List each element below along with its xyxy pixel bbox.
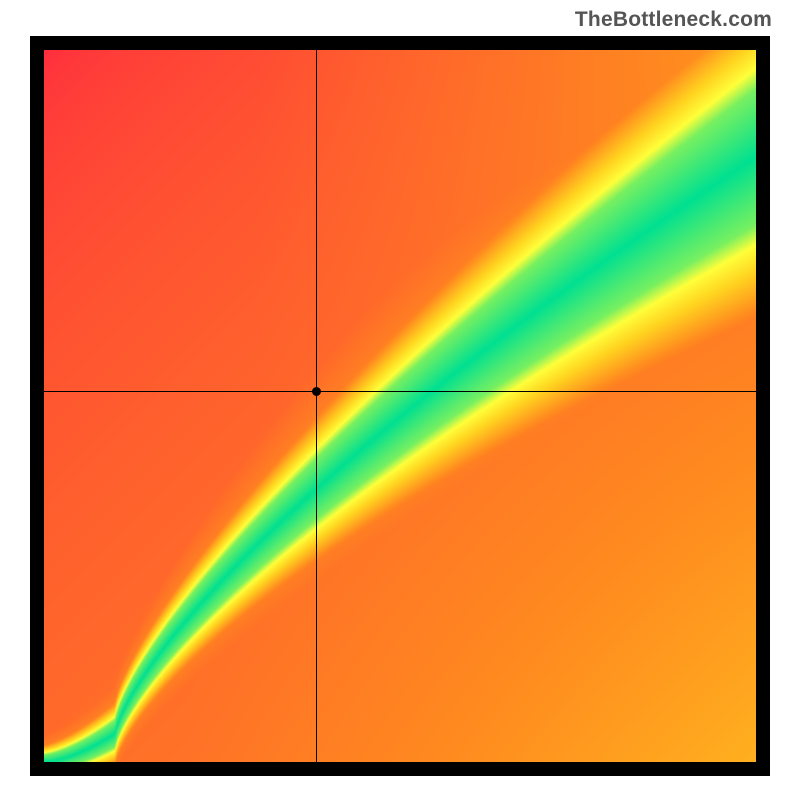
watermark-text: TheBottleneck.com: [575, 8, 772, 32]
chart-frame: [30, 36, 770, 776]
crosshair-vertical: [316, 50, 317, 762]
crosshair-horizontal: [44, 391, 756, 392]
heatmap-canvas: [44, 50, 756, 762]
